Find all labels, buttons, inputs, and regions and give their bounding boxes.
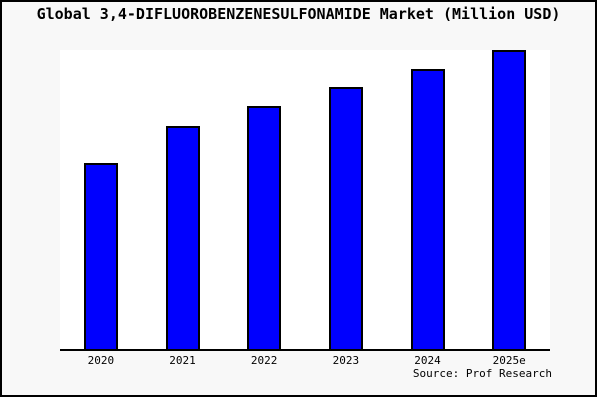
chart-title: Global 3,4-DIFLUOROBENZENESULFONAMIDE Ma… (36, 5, 561, 23)
x-tick-label: 2023 (332, 354, 360, 367)
x-tick-label: 2022 (250, 354, 278, 367)
source-credit: Source: Prof Research (412, 367, 552, 380)
bar-slot (387, 50, 469, 351)
x-tick-label: 2025e (492, 354, 526, 367)
bar-slot (142, 50, 224, 351)
bar-slot (305, 50, 387, 351)
x-axis-labels: 2020 2021 2022 2023 2024 2025e (60, 355, 550, 367)
plot-area (60, 50, 550, 351)
bar-2023 (328, 87, 363, 351)
bar-slot (468, 50, 550, 351)
x-tick-label: 2020 (87, 354, 115, 367)
bar-2020 (83, 162, 118, 351)
bar-2021 (165, 125, 200, 351)
bar-slot (223, 50, 305, 351)
x-tick-label: 2021 (169, 354, 196, 367)
x-tick-label: 2024 (414, 354, 441, 367)
bar-2025e (492, 50, 527, 351)
bar-slot (60, 50, 142, 351)
x-axis-line (60, 349, 550, 351)
bar-2024 (410, 69, 445, 351)
bar-2022 (247, 106, 282, 351)
